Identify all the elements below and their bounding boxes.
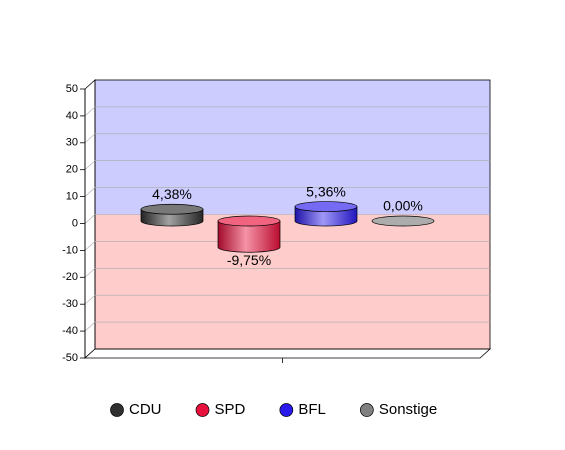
grid-line <box>84 106 490 117</box>
y-tick-label: 20 <box>66 164 78 176</box>
legend-label: CDU <box>129 401 162 418</box>
y-tick-label: 10 <box>66 191 78 203</box>
legend-marker <box>279 403 294 417</box>
legend-marker <box>360 403 374 417</box>
value-label: -9,75% <box>227 252 271 268</box>
grid-line <box>84 160 490 170</box>
grid-line <box>84 294 490 305</box>
y-tick-label: 30 <box>66 137 78 149</box>
y-tick-label: 50 <box>66 83 78 95</box>
y-tick-label: 0 <box>72 217 78 229</box>
cylinder-top <box>371 215 435 227</box>
cylinder <box>140 203 204 227</box>
cylinder-body <box>217 220 281 253</box>
legend-label: Sonstige <box>379 401 437 418</box>
y-tick-label: -20 <box>62 271 78 283</box>
grid-line <box>84 321 490 332</box>
back-wall-negative <box>95 214 490 349</box>
cylinder <box>294 201 358 227</box>
legend-marker <box>110 403 124 417</box>
grid-line <box>84 241 490 251</box>
cylinder-top <box>140 203 204 215</box>
cylinder <box>371 215 435 227</box>
grid-line <box>84 267 490 278</box>
floor <box>83 348 492 359</box>
cylinder-top <box>294 201 358 212</box>
legend-marker <box>195 403 210 417</box>
value-label: 4,38% <box>152 186 192 202</box>
value-label: 5,36% <box>306 183 346 199</box>
y-tick-label: 40 <box>66 110 78 122</box>
grid-line <box>84 214 490 224</box>
value-label: 0,00% <box>383 198 423 214</box>
legend-label: SPD <box>215 401 246 418</box>
y-tick-label: -30 <box>62 298 78 310</box>
cylinder-body <box>294 206 358 227</box>
y-tick-label: -40 <box>62 325 78 337</box>
back-wall-positive <box>95 80 490 215</box>
cylinder-top <box>217 215 281 227</box>
y-tick-label: -10 <box>62 244 78 256</box>
y-tick-label: -50 <box>62 352 78 364</box>
grid-line <box>84 133 490 144</box>
grid-line <box>84 187 490 197</box>
cylinder <box>217 215 281 253</box>
legend-label: BFL <box>298 401 326 418</box>
